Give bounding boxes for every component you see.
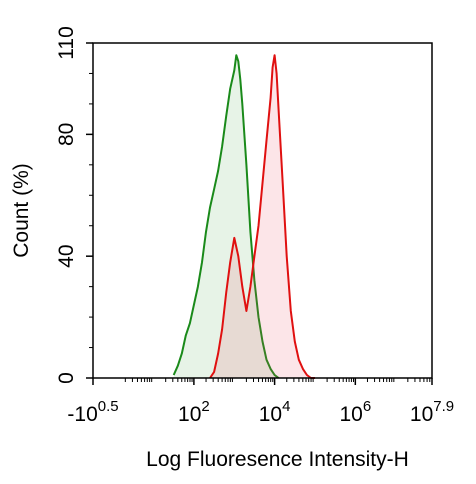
x-tick-label-0: -100.5: [67, 398, 118, 426]
y-tick-label-0: 0: [55, 372, 78, 384]
x-tick-label-2: 104: [259, 398, 291, 426]
x-tick-label-4: 107.9: [410, 398, 454, 426]
series-0-line: [172, 54, 280, 379]
series-1-area: [210, 55, 315, 378]
y-tick-label-110: 110: [55, 26, 78, 59]
series-1-line: [209, 54, 315, 379]
y-tick-label-40: 40: [55, 245, 78, 268]
y-tick-label-80: 80: [55, 123, 78, 146]
y-axis-title: Count (%): [10, 163, 33, 258]
series-0-area: [173, 55, 279, 378]
x-tick-label-3: 106: [339, 398, 371, 426]
x-axis-title: Log Fluoresence Intensity-H: [146, 448, 409, 471]
x-tick-label-1: 102: [178, 398, 210, 426]
